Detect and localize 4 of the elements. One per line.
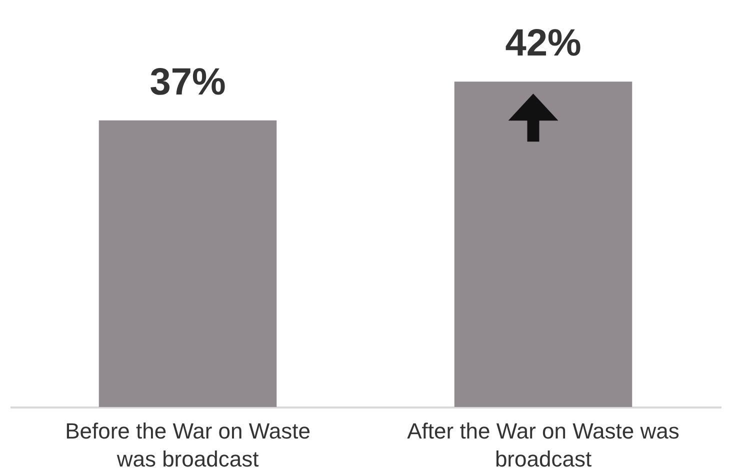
x-tick-label: Before the War on Waste was broadcast	[65, 418, 310, 472]
data-label: 42%	[505, 22, 582, 65]
data-label: 37%	[150, 61, 226, 104]
x-tick-label: After the War on Waste was broadcast	[407, 418, 680, 472]
